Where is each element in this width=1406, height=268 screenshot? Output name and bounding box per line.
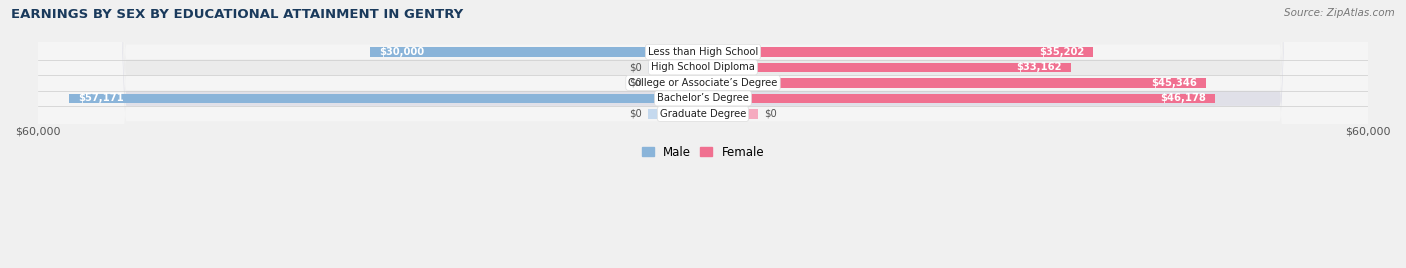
Text: $0: $0 (630, 78, 643, 88)
Text: $0: $0 (763, 109, 776, 119)
Bar (703, 78, 1206, 88)
Bar (648, 62, 703, 72)
Bar (370, 47, 703, 57)
FancyBboxPatch shape (38, 0, 1368, 268)
Text: $35,202: $35,202 (1039, 47, 1084, 57)
FancyBboxPatch shape (38, 0, 1368, 268)
Bar (703, 109, 758, 119)
Bar (703, 47, 1094, 57)
Text: High School Diploma: High School Diploma (651, 62, 755, 72)
Text: College or Associate’s Degree: College or Associate’s Degree (628, 78, 778, 88)
Text: $45,346: $45,346 (1152, 78, 1197, 88)
Bar (703, 94, 1215, 103)
Bar (69, 94, 703, 103)
Text: Bachelor’s Degree: Bachelor’s Degree (657, 93, 749, 103)
FancyBboxPatch shape (38, 0, 1368, 268)
Text: $30,000: $30,000 (380, 47, 425, 57)
Text: Graduate Degree: Graduate Degree (659, 109, 747, 119)
FancyBboxPatch shape (38, 0, 1368, 268)
Legend: Male, Female: Male, Female (637, 141, 769, 163)
Text: EARNINGS BY SEX BY EDUCATIONAL ATTAINMENT IN GENTRY: EARNINGS BY SEX BY EDUCATIONAL ATTAINMEN… (11, 8, 464, 21)
Text: Less than High School: Less than High School (648, 47, 758, 57)
FancyBboxPatch shape (38, 0, 1368, 268)
Bar (703, 62, 1071, 72)
Text: $46,178: $46,178 (1160, 93, 1206, 103)
Bar (648, 109, 703, 119)
Text: Source: ZipAtlas.com: Source: ZipAtlas.com (1284, 8, 1395, 18)
Bar (648, 78, 703, 88)
Text: $33,162: $33,162 (1017, 62, 1062, 72)
Text: $0: $0 (630, 109, 643, 119)
Text: $57,171: $57,171 (77, 93, 124, 103)
Text: $0: $0 (630, 62, 643, 72)
